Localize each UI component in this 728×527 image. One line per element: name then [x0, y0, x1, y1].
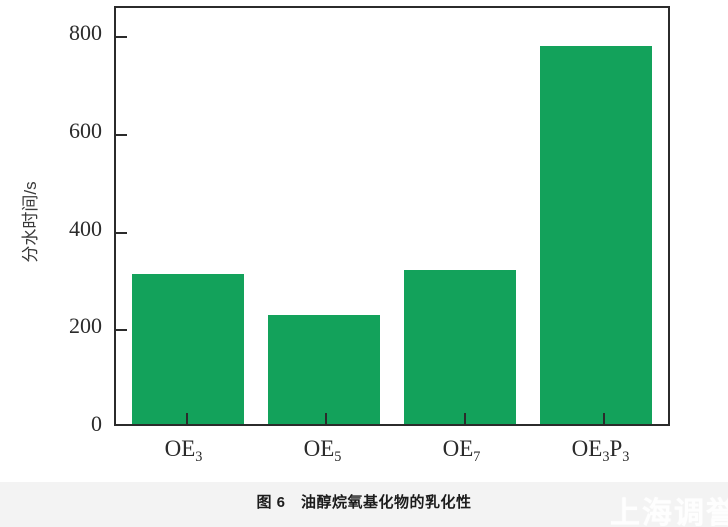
x-tick-label-OE7: OE7 [442, 436, 481, 465]
x-tick-label-OE3P3: OE3P3 [571, 436, 630, 465]
y-tick-label: 800 [69, 20, 102, 46]
bar-slot [392, 8, 528, 424]
watermark-text: 上海调誉 [610, 497, 728, 527]
y-tick-mark [116, 36, 127, 39]
bar-series [116, 8, 668, 424]
bar-OE5 [268, 315, 380, 424]
x-tick-label-OE3: OE3 [164, 436, 203, 465]
x-tick-label-OE5: OE5 [303, 436, 342, 465]
x-tick-mark [324, 413, 327, 424]
chart-figure: 分水时间/s 0 200 400 600 800 OE3 OE5 OE7 OE3P3 [21, 6, 670, 465]
plot-inner [116, 8, 668, 424]
y-tick-label: 200 [69, 313, 102, 339]
bar-OE3 [132, 273, 244, 424]
y-tick-mark [116, 231, 127, 234]
x-tick-mark [463, 413, 466, 424]
y-tick-label: 0 [91, 411, 102, 436]
y-tick-mark [116, 329, 127, 332]
x-tick-mark [602, 413, 605, 424]
y-tick-label: 400 [69, 215, 102, 241]
bar-OE3P3 [540, 45, 652, 424]
figure-caption: 图 6 油醇烷氧基化物的乳化性 [256, 494, 472, 511]
bar-slot [528, 8, 664, 424]
y-tick-label: 600 [69, 117, 102, 143]
bar-slot [256, 8, 392, 424]
bar-OE7 [404, 269, 516, 424]
plot-area [114, 6, 670, 426]
x-tick-mark [185, 413, 188, 424]
y-tick-mark [116, 133, 127, 136]
bar-slot [120, 8, 256, 424]
caption-band: 图 6 油醇烷氧基化物的乳化性 [0, 482, 728, 527]
